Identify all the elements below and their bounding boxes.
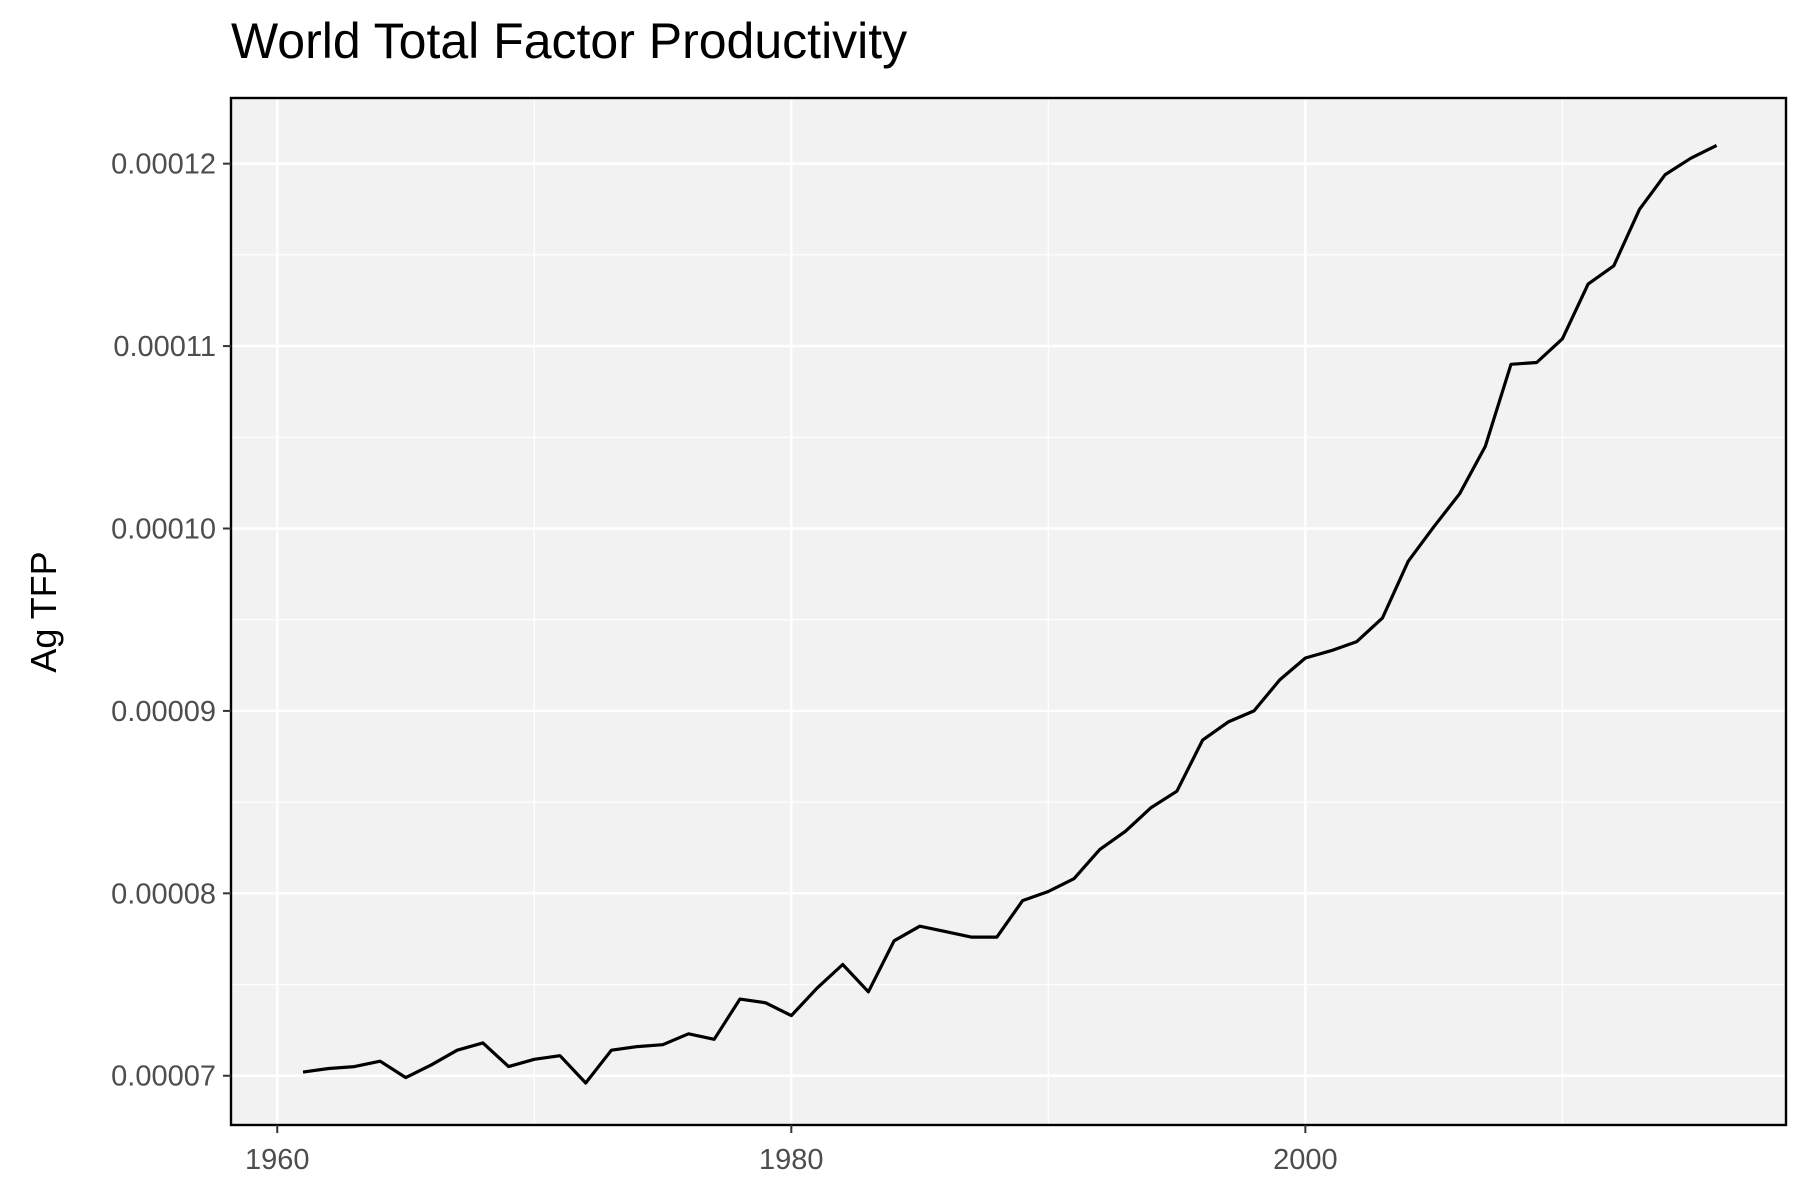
series-line-ag-tfp [302, 143, 1718, 1085]
y-axis-title: Ag TFP [23, 551, 64, 672]
x-tick-label: 2000 [1273, 1144, 1338, 1176]
y-tick-label: 0.00008 [111, 878, 216, 910]
x-tick-label: 1960 [245, 1144, 310, 1176]
y-tick-label: 0.00011 [113, 331, 216, 363]
plot-border [229, 96, 1788, 1127]
x-axis: 1960 1980 2000 [245, 1125, 1338, 1176]
chart-title: World Total Factor Productivity [231, 13, 908, 69]
major-gridlines [231, 98, 1786, 1125]
y-tick-label: 0.00007 [111, 1061, 216, 1093]
y-tick-label: 0.00009 [111, 696, 216, 728]
y-tick-label: 0.00012 [111, 149, 216, 181]
y-axis: 0.00007 0.00008 0.00009 0.00010 0.00011 0.000… [111, 149, 231, 1093]
y-tick-label: 0.00010 [111, 514, 216, 546]
minor-gridlines [231, 98, 1786, 1125]
x-tick-label: 1980 [759, 1144, 824, 1176]
plot-panel [231, 98, 1786, 1125]
